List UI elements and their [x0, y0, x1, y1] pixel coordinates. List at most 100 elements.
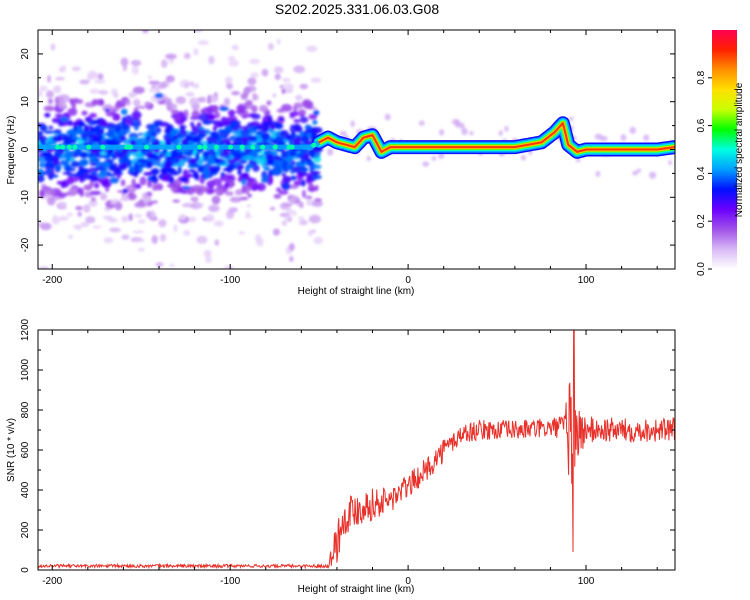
noise-core-blob — [163, 134, 173, 138]
noise-core-blob — [197, 132, 207, 138]
noise-blob — [55, 77, 65, 81]
ridge-dot — [176, 144, 182, 150]
noise-blob — [120, 179, 126, 187]
noise-core-blob — [45, 162, 56, 169]
snr-ylabel: SNR (10 * v/v) — [6, 418, 17, 482]
x-tick-label: 0 — [405, 275, 411, 286]
noise-core-blob — [62, 171, 72, 175]
noise-core-blob — [216, 138, 221, 145]
noise-core-blob — [279, 117, 284, 121]
noise-blob — [293, 180, 303, 186]
colorbar-tick-label: 0.6 — [696, 118, 707, 132]
noise-blob — [520, 154, 526, 161]
ridge-dot — [66, 144, 72, 150]
noise-blob — [309, 165, 314, 173]
noise-blob — [101, 180, 112, 188]
noise-blob — [147, 180, 153, 188]
noise-core-blob — [73, 125, 78, 131]
noise-core-blob — [137, 158, 148, 165]
noise-blob — [131, 178, 136, 187]
noise-blob — [235, 189, 244, 196]
noise-core-blob — [197, 165, 205, 173]
noise-core-blob — [175, 151, 184, 158]
noise-blob — [144, 195, 152, 203]
x-tick-label: -100 — [220, 576, 240, 587]
noise-blob — [231, 44, 239, 51]
noise-blob — [188, 130, 198, 137]
noise-blob — [301, 189, 307, 198]
noise-blob — [191, 110, 200, 120]
noise-blob — [293, 65, 306, 74]
noise-blob — [146, 201, 153, 207]
noise-core-blob — [249, 149, 259, 157]
noise-core-blob — [159, 152, 164, 158]
noise-blob — [350, 120, 355, 128]
noise-blob — [282, 83, 294, 92]
noise-blob — [205, 214, 215, 223]
noise-blob — [575, 158, 581, 163]
noise-blob — [81, 110, 88, 116]
noise-blob — [326, 148, 334, 156]
snr-plot-area — [38, 330, 675, 570]
noise-core-blob — [211, 168, 220, 173]
chart-title: S202.2025.331.06.03.G08 — [274, 1, 440, 17]
noise-blob — [77, 211, 82, 217]
noise-blob — [128, 213, 133, 221]
noise-blob — [288, 243, 295, 251]
noise-core-blob — [122, 136, 127, 142]
noise-core-blob — [313, 109, 320, 116]
colorbar-bar — [712, 30, 737, 269]
noise-core-blob — [312, 127, 323, 134]
noise-blob — [208, 204, 220, 213]
noise-blob — [148, 87, 158, 93]
noise-blob — [132, 230, 145, 234]
noise-blob — [198, 184, 205, 189]
noise-blob — [239, 126, 250, 130]
noise-core-blob — [124, 130, 131, 134]
noise-core-blob — [151, 168, 160, 175]
noise-blob — [197, 96, 207, 103]
noise-blob — [469, 131, 474, 136]
noise-core-blob — [79, 151, 88, 159]
noise-blob — [228, 59, 240, 67]
noise-core-blob — [121, 116, 126, 125]
noise-core-blob — [200, 173, 205, 178]
ridge-dot — [239, 144, 245, 150]
noise-blob — [209, 94, 219, 103]
y-tick-label: 20 — [20, 48, 31, 60]
noise-blob — [220, 116, 228, 126]
noise-blob — [134, 201, 147, 208]
noise-blob — [203, 249, 212, 258]
noise-blob — [313, 236, 324, 245]
noise-blob — [599, 135, 608, 142]
noise-blob — [183, 229, 191, 237]
ridge-dot — [124, 144, 130, 150]
noise-core-blob — [172, 171, 180, 176]
noise-core-blob — [285, 162, 294, 170]
noise-blob — [43, 105, 55, 112]
noise-blob — [200, 140, 208, 146]
noise-blob — [51, 217, 61, 225]
noise-blob — [195, 187, 205, 196]
noise-blob — [204, 256, 213, 264]
noise-blob — [291, 210, 297, 217]
noise-blob — [38, 90, 43, 97]
noise-blob — [231, 91, 241, 96]
noise-core-blob — [151, 130, 156, 138]
noise-blob — [103, 237, 114, 244]
noise-core-blob — [59, 116, 69, 122]
noise-blob — [339, 130, 347, 136]
noise-blob — [198, 113, 210, 122]
y-tick-label: -10 — [20, 190, 31, 205]
noise-core-blob — [202, 151, 209, 160]
noise-blob — [83, 204, 91, 213]
noise-core-blob — [87, 140, 94, 146]
noise-blob — [245, 211, 251, 217]
noise-core-blob — [313, 171, 318, 176]
noise-core-blob — [166, 138, 175, 143]
noise-blob — [109, 227, 121, 233]
noise-blob — [308, 115, 318, 120]
noise-core-blob — [133, 121, 138, 125]
